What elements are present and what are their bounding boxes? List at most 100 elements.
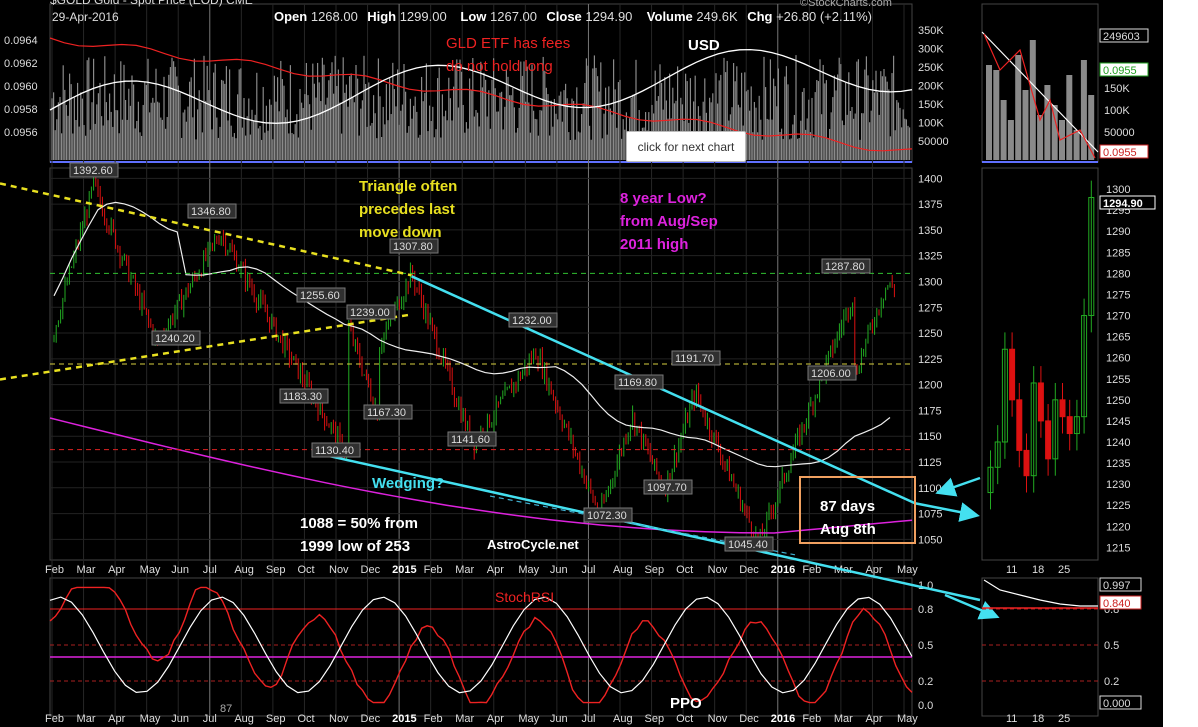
inset-price-tick-label: 1235: [1106, 458, 1130, 470]
x-tick-label: Dec: [361, 564, 381, 576]
price-tick-label: 1225: [918, 354, 942, 366]
x-tick-label: May: [518, 564, 539, 576]
x-tick-label: 2016: [771, 713, 795, 725]
ohlc-field: Low 1267.00: [460, 9, 537, 24]
x-tick-label: Apr: [108, 713, 125, 725]
inset-value-tag-text: 0.840: [1103, 598, 1131, 610]
inset-volume-bar: [1059, 120, 1065, 160]
inset-candle: [994, 441, 1001, 468]
annotation-triangle-2: precedes last: [359, 201, 455, 218]
inset-price-tick-label: 1220: [1106, 521, 1130, 533]
price-label-text: 1072.30: [587, 510, 627, 522]
channel-line: [489, 495, 796, 556]
price-label-text: 1045.40: [728, 539, 768, 551]
wedge-upper-line: [411, 275, 916, 505]
x-tick-label: Apr: [487, 713, 504, 725]
x-tick-label: Jun: [171, 713, 189, 725]
inset-value-tag-box: [1099, 695, 1142, 710]
price-label-text: 1097.70: [647, 482, 687, 494]
moving-average-line: [53, 201, 891, 468]
price-label: 1240.20: [151, 330, 201, 346]
x-tick-label: Jul: [581, 564, 595, 576]
annotation-stochrsi: StochRSI: [495, 589, 554, 605]
x-tick-label: Feb: [45, 713, 64, 725]
price-tick-label: 1175: [918, 405, 942, 417]
inset-candle: [1059, 399, 1066, 418]
price-label-box: [821, 258, 871, 274]
inset-value-tag-box: [1099, 62, 1149, 77]
price-label-text: 1141.60: [451, 434, 490, 446]
price-tick-label: 1375: [918, 199, 942, 211]
ratio-tick-label: 0.0960: [4, 81, 38, 93]
x-tick-label: Apr: [865, 713, 882, 725]
inset-value-tag: 0.0955: [1099, 62, 1149, 77]
x-tick-label: Nov: [329, 713, 349, 725]
annotation-low-2: from Aug/Sep: [620, 213, 718, 230]
inset-x-tick-label: 25: [1058, 564, 1070, 576]
price-tick-label: 1200: [918, 380, 942, 392]
arrow-indicator: [944, 593, 1000, 620]
price-label-text: 1346.80: [191, 206, 231, 218]
price-tick-label: 1300: [918, 276, 942, 288]
price-label: 1392.60: [69, 162, 119, 178]
inset-value-tag: 249603: [1099, 28, 1149, 43]
inset-price-tick-label: 1255: [1106, 374, 1130, 386]
page-scrollbar-area: [1163, 0, 1198, 727]
annotation-fifty-1: 1088 = 50% from: [300, 515, 418, 532]
price-label-text: 1240.20: [155, 333, 195, 345]
price-label: 1141.60: [447, 431, 497, 447]
inset-price-tick-label: 1275: [1106, 289, 1130, 301]
price-tick-label: 1125: [918, 457, 942, 469]
price-label-box: [807, 365, 857, 381]
price-label: 1097.70: [643, 479, 693, 495]
inset-volume-bar: [1066, 75, 1073, 160]
x-tick-label: Mar: [455, 713, 474, 725]
price-label-box: [363, 404, 413, 420]
x-tick-label: Nov: [708, 564, 728, 576]
x-tick-label: Mar: [77, 713, 96, 725]
price-tick-label: 1325: [918, 251, 942, 263]
price-tick-label: 1250: [918, 328, 942, 340]
ratio-line: [49, 37, 913, 152]
inset-value-tag: 0.0955: [1099, 144, 1149, 159]
x-tick-label: Aug: [613, 713, 633, 725]
x-tick-label: Aug: [234, 564, 254, 576]
price-label: 1232.00: [508, 312, 558, 328]
price-label-text: 1206.00: [811, 368, 851, 380]
ppo-line: [49, 596, 913, 694]
ratio-tick-label: 0.0962: [4, 58, 38, 70]
x-tick-label: May: [140, 564, 161, 576]
price-label-box: [69, 162, 119, 178]
inset-indicator-tick-label: 0.5: [1104, 640, 1119, 652]
inset-price-tick-label: 1280: [1106, 268, 1130, 280]
brand-watermark: ©StockCharts.com: [800, 0, 892, 9]
price-label: 1346.80: [187, 203, 237, 219]
x-tick-label: Mar: [77, 564, 96, 576]
price-label-text: 1183.30: [283, 391, 322, 403]
volume-tick-label: 300K: [918, 44, 944, 56]
inset-value-tag: 0.997: [1099, 577, 1142, 592]
annotation-astrocycle: AstroCycle.net: [487, 537, 579, 552]
volume-tick-label: 250K: [918, 62, 944, 74]
inset-x-tick-label: 18: [1032, 564, 1044, 576]
inset-price-tick-label: 1260: [1106, 353, 1130, 365]
annotation-low-3: 2011 high: [620, 236, 688, 253]
x-tick-label: Dec: [739, 564, 759, 576]
inset-value-tag-box: [1099, 595, 1142, 610]
inset-volume-bar: [986, 65, 992, 160]
inset-value-tag-text: 249603: [1103, 31, 1140, 43]
price-label-box: [311, 442, 361, 458]
x-tick-label: May: [518, 713, 539, 725]
stochrsi-line: [49, 586, 913, 704]
next-chart-button[interactable]: click for next chart: [626, 131, 746, 162]
price-label: 1191.70: [671, 350, 721, 366]
volume-tick-label: 150K: [918, 99, 944, 111]
volume-tick-label: 200K: [918, 81, 944, 93]
price-label: 1239.00: [346, 304, 396, 320]
inset-volume-bar: [1007, 120, 1014, 160]
ohlc-field: Open 1268.00: [274, 9, 358, 24]
price-label: 1206.00: [807, 365, 857, 381]
price-label: 1255.60: [296, 287, 346, 303]
price-label-text: 1130.40: [315, 445, 354, 457]
inset-volume-tick-label: 50000: [1104, 127, 1135, 139]
